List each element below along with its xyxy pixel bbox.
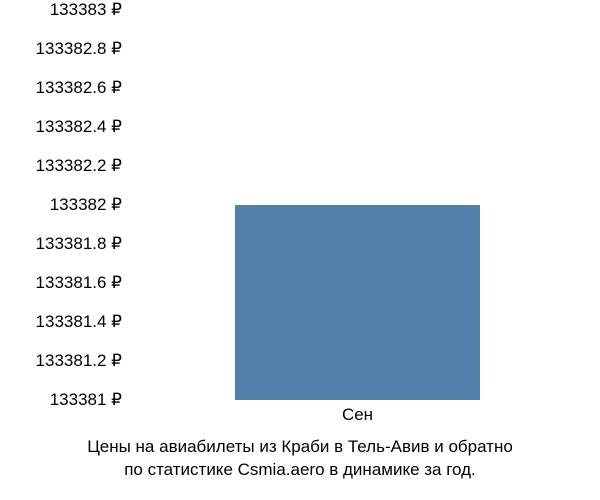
y-tick-label: 133382.6 ₽ xyxy=(36,78,122,98)
y-tick-label: 133381.2 ₽ xyxy=(36,351,122,371)
caption-line-1: Цены на авиабилеты из Краби в Тель-Авив … xyxy=(87,437,513,456)
plot-area xyxy=(135,10,580,400)
y-tick-label: 133382 ₽ xyxy=(50,195,122,215)
y-tick-label: 133381 ₽ xyxy=(50,390,122,410)
bar xyxy=(235,205,480,400)
x-axis: Сен xyxy=(135,405,580,430)
y-tick-label: 133382.4 ₽ xyxy=(36,117,122,137)
y-tick-label: 133382.2 ₽ xyxy=(36,156,122,176)
price-chart: 133383 ₽133382.8 ₽133382.6 ₽133382.4 ₽13… xyxy=(0,10,600,430)
y-axis: 133383 ₽133382.8 ₽133382.6 ₽133382.4 ₽13… xyxy=(0,10,130,400)
y-tick-label: 133382.8 ₽ xyxy=(36,39,122,59)
y-tick-label: 133381.8 ₽ xyxy=(36,234,122,254)
y-tick-label: 133381.4 ₽ xyxy=(36,312,122,332)
y-tick-label: 133383 ₽ xyxy=(50,0,122,20)
x-tick-label: Сен xyxy=(342,405,373,425)
y-tick-label: 133381.6 ₽ xyxy=(36,273,122,293)
chart-caption: Цены на авиабилеты из Краби в Тель-Авив … xyxy=(0,436,600,482)
caption-line-2: по статистике Csmia.aero в динамике за г… xyxy=(124,460,476,479)
